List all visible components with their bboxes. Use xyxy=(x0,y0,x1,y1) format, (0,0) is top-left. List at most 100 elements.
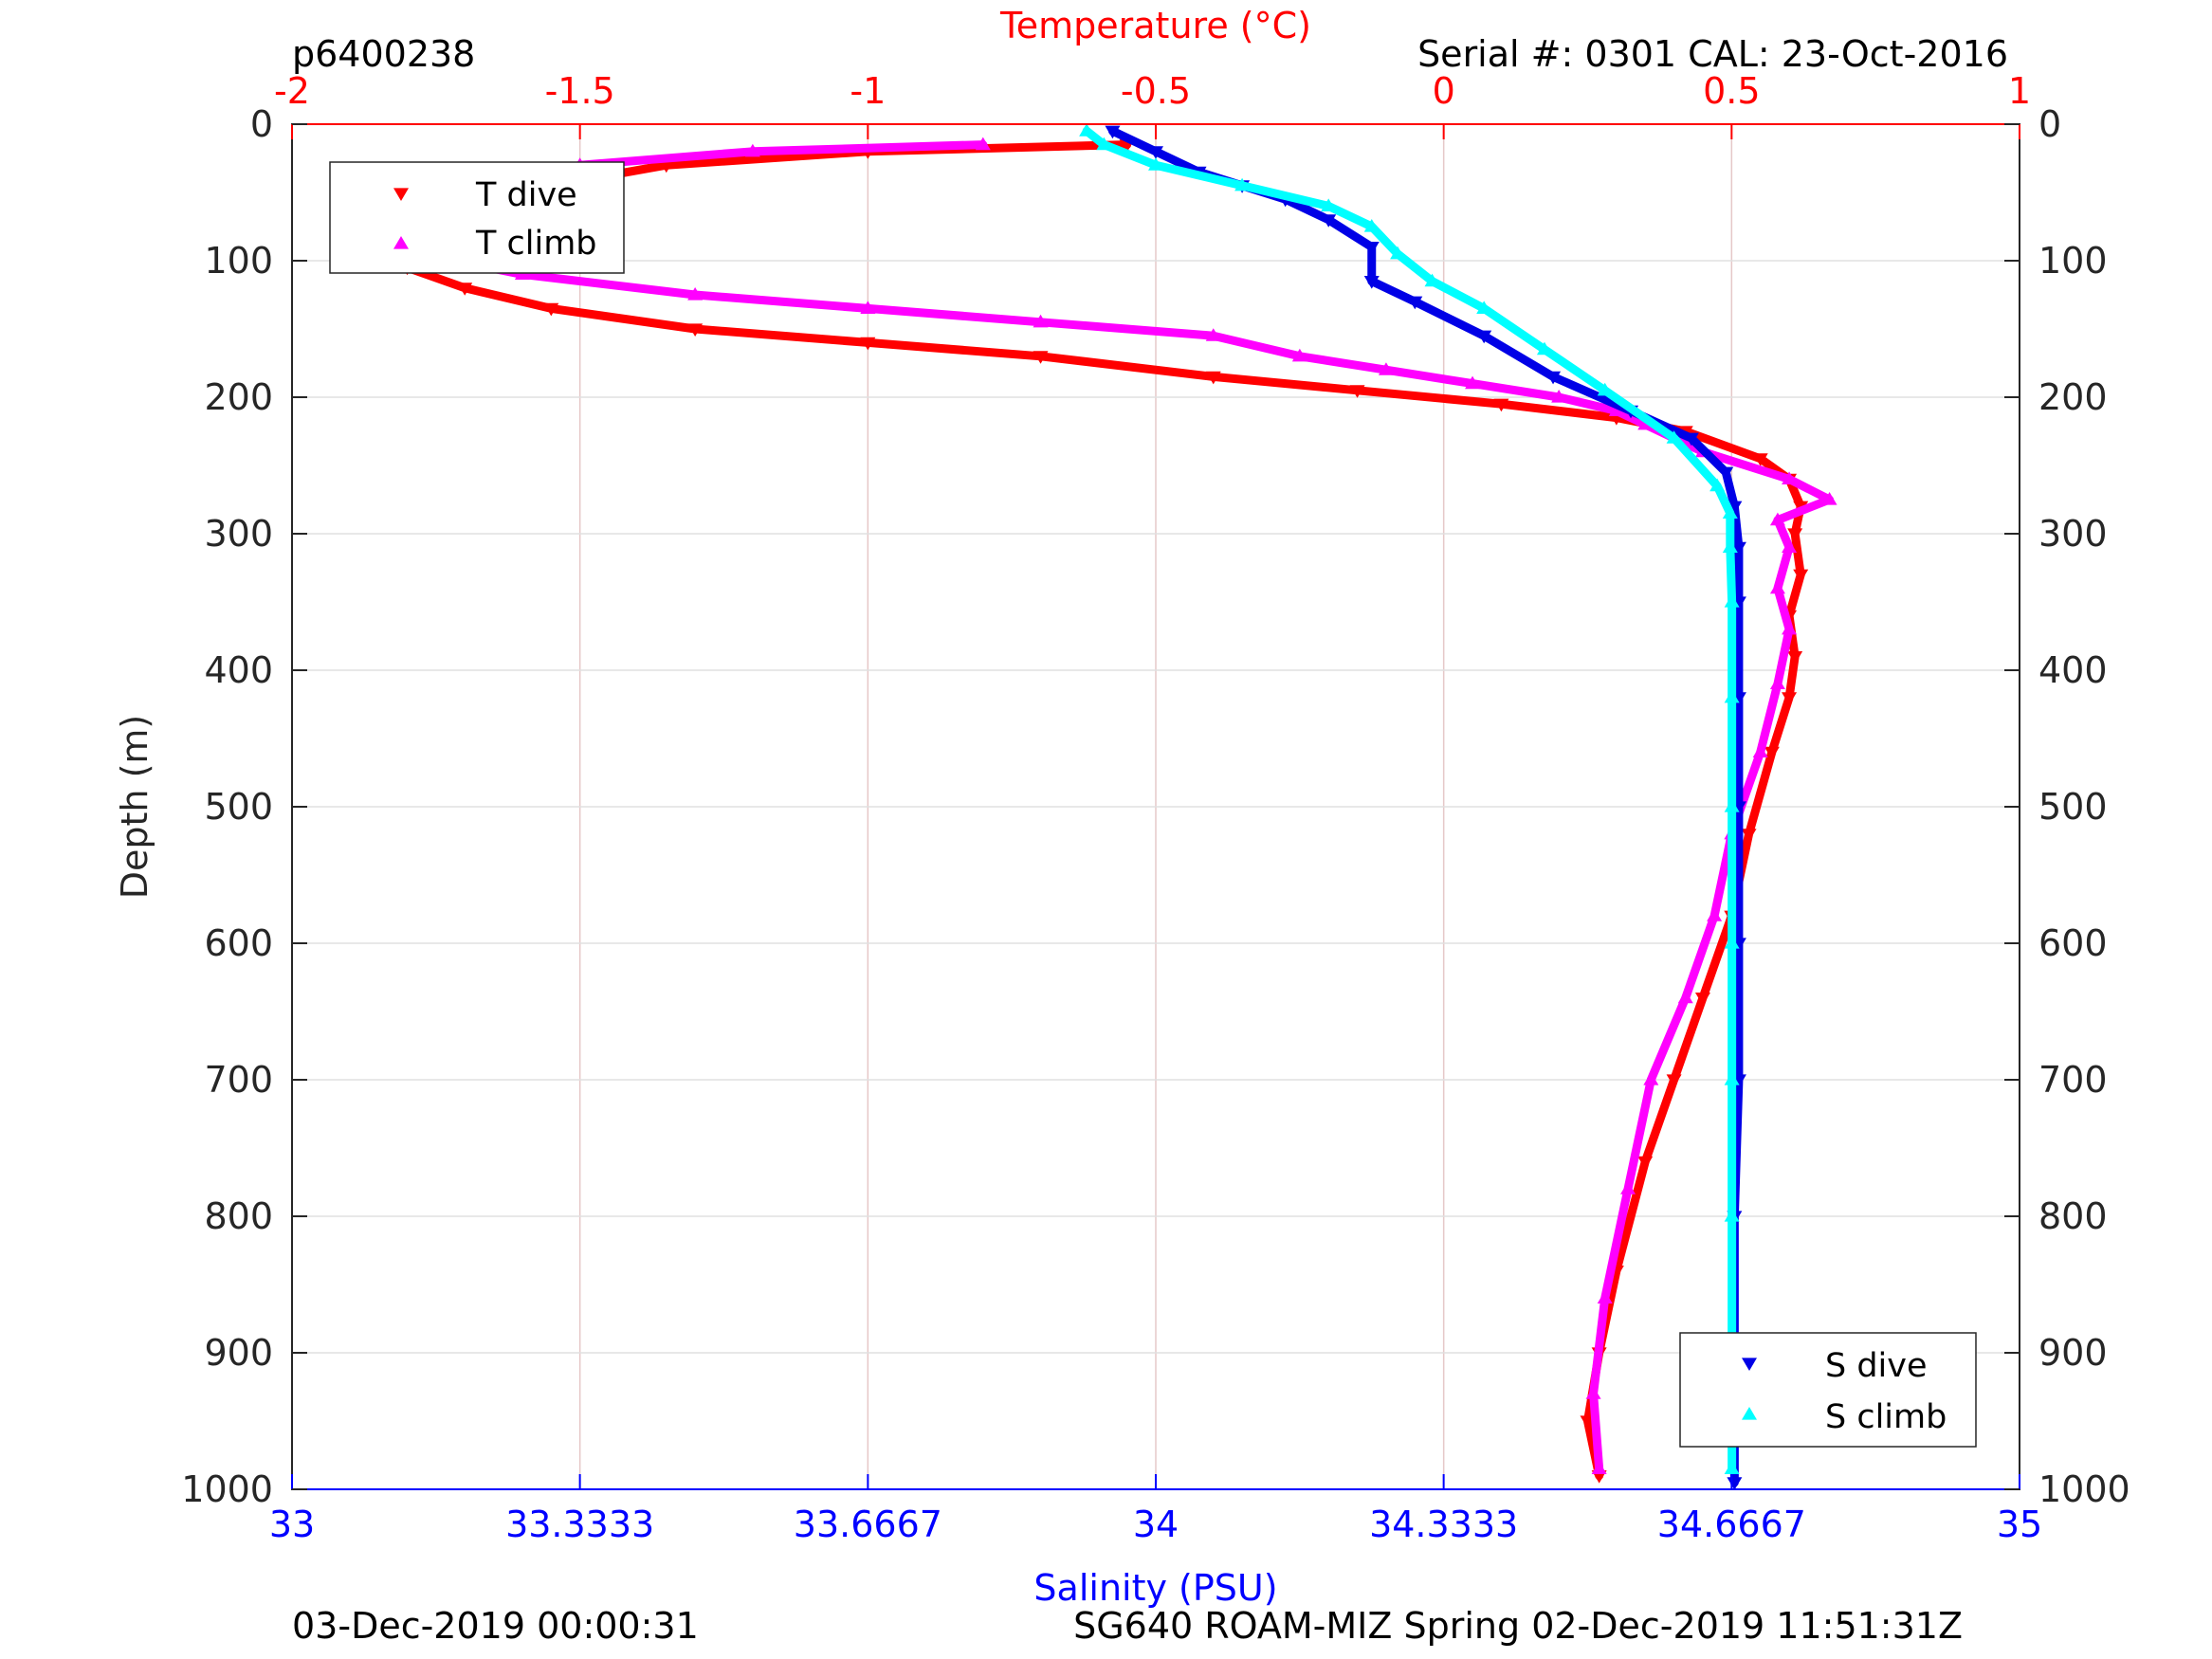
data-point xyxy=(1666,1074,1682,1087)
left-axis-tick-label: 900 xyxy=(204,1332,273,1374)
legend-temperature-markers xyxy=(393,188,409,249)
legend-salinity-box xyxy=(1679,1332,1977,1448)
data-point xyxy=(1724,689,1740,703)
data-point xyxy=(658,159,674,173)
data-point xyxy=(1424,273,1440,287)
data-point xyxy=(1536,341,1552,356)
data-point xyxy=(1643,1072,1659,1085)
legend-salinity-markers xyxy=(1742,1358,1757,1420)
data-point xyxy=(744,143,760,157)
data-point xyxy=(1493,398,1509,412)
bottom-axis-tick-label: 34.3333 xyxy=(1369,1504,1518,1545)
data-point xyxy=(1722,539,1738,553)
data-point xyxy=(1205,328,1221,341)
legend-t-climb-label: T climb xyxy=(475,225,597,263)
data-point xyxy=(1591,1461,1607,1474)
serial-cal-label: Serial #: 0301 CAL: 23-Oct-2016 xyxy=(1417,33,2008,75)
left-axis-tick-label: 500 xyxy=(204,786,273,828)
left-axis-tick-label: 0 xyxy=(250,103,273,145)
top-axis-tick-label: -0.5 xyxy=(1121,70,1191,112)
data-point xyxy=(975,137,991,151)
data-point xyxy=(860,301,876,314)
right-axis-tick-label: 900 xyxy=(2038,1332,2108,1374)
data-point xyxy=(1205,371,1221,385)
data-point xyxy=(1821,492,1837,505)
data-point xyxy=(1752,744,1768,757)
footer-timestamp: 03-Dec-2019 00:00:31 xyxy=(292,1605,699,1647)
data-point xyxy=(1727,501,1743,515)
data-point xyxy=(1378,362,1394,375)
data-point xyxy=(1724,936,1740,949)
left-axis-tick-label: 100 xyxy=(204,240,273,282)
data-point xyxy=(1782,692,1798,705)
top-axis-tick-label: -1 xyxy=(850,70,886,112)
top-axis-tick-label: 1 xyxy=(2008,70,2031,112)
data-point xyxy=(1709,478,1726,492)
data-point xyxy=(1476,301,1492,314)
bottom-axis-tick-label: 34 xyxy=(1133,1504,1179,1545)
data-point xyxy=(1620,1181,1636,1194)
right-axis-tick-label: 300 xyxy=(2038,513,2108,555)
data-point xyxy=(1769,512,1785,526)
legend-t-climb-marker xyxy=(393,236,409,249)
data-point xyxy=(1787,528,1803,541)
data-point xyxy=(1741,829,1757,842)
data-point xyxy=(1769,580,1785,594)
top-axis-tick-label: -2 xyxy=(274,70,310,112)
left-axis-tick-label: 400 xyxy=(204,649,273,691)
bottom-axis-tick-label: 33 xyxy=(269,1504,315,1545)
data-point xyxy=(1465,375,1481,390)
bottom-axis-tick-label: 35 xyxy=(1997,1504,2042,1545)
data-point xyxy=(1730,541,1746,556)
data-point xyxy=(1033,351,1049,364)
data-point xyxy=(687,287,704,301)
data-point xyxy=(1637,1156,1654,1170)
left-axis-tick-label: 200 xyxy=(204,376,273,418)
data-point xyxy=(1105,125,1121,139)
data-point xyxy=(543,302,559,317)
top-axis-title: Temperature (°C) xyxy=(999,5,1311,46)
data-point xyxy=(1545,371,1562,385)
data-point xyxy=(1363,242,1380,255)
bottom-axis-tick-label: 34.6667 xyxy=(1657,1504,1806,1545)
data-point xyxy=(1718,466,1734,481)
data-point xyxy=(1033,314,1049,328)
data-point xyxy=(1782,539,1798,553)
data-point xyxy=(1349,385,1365,398)
data-point xyxy=(1793,569,1809,583)
data-point xyxy=(1148,146,1163,159)
data-point xyxy=(1724,1209,1740,1222)
top-axis-tick-label: -1.5 xyxy=(545,70,615,112)
legend-s-dive-label: S dive xyxy=(1825,1347,1928,1385)
legend-t-dive-label: T dive xyxy=(475,176,577,214)
data-point xyxy=(1707,908,1723,921)
footer-mission: SG640 ROAM-MIZ Spring 02-Dec-2019 11:51:… xyxy=(1073,1605,1963,1647)
legend-salinity: S dive S climb xyxy=(1679,1332,1977,1448)
right-axis-tick-label: 400 xyxy=(2038,649,2108,691)
data-point xyxy=(1551,390,1567,403)
data-point xyxy=(1666,430,1682,444)
legend-s-climb-marker xyxy=(1742,1407,1757,1420)
bottom-axis-title: Salinity (PSU) xyxy=(1033,1567,1277,1609)
data-point xyxy=(1321,198,1337,211)
data-point xyxy=(1764,746,1780,760)
data-point xyxy=(1407,296,1423,310)
legend-temperature: T dive T climb xyxy=(329,161,625,274)
data-point xyxy=(1769,676,1785,689)
data-point xyxy=(860,337,876,351)
top-axis-tick-label: 0 xyxy=(1433,70,1455,112)
right-axis-tick-label: 0 xyxy=(2038,103,2061,145)
data-point xyxy=(1476,330,1492,344)
legend-s-climb-label: S climb xyxy=(1825,1398,1947,1436)
data-point xyxy=(1597,1290,1613,1304)
data-point xyxy=(1752,453,1768,466)
right-axis-tick-label: 100 xyxy=(2038,240,2108,282)
legend-s-dive-marker xyxy=(1742,1358,1757,1371)
data-point xyxy=(687,323,704,337)
left-axis-tick-label: 1000 xyxy=(181,1468,273,1510)
data-point xyxy=(1234,177,1251,191)
bottom-axis-tick-label: 33.3333 xyxy=(505,1504,654,1545)
data-point xyxy=(1363,276,1380,289)
right-axis-tick-label: 500 xyxy=(2038,786,2108,828)
